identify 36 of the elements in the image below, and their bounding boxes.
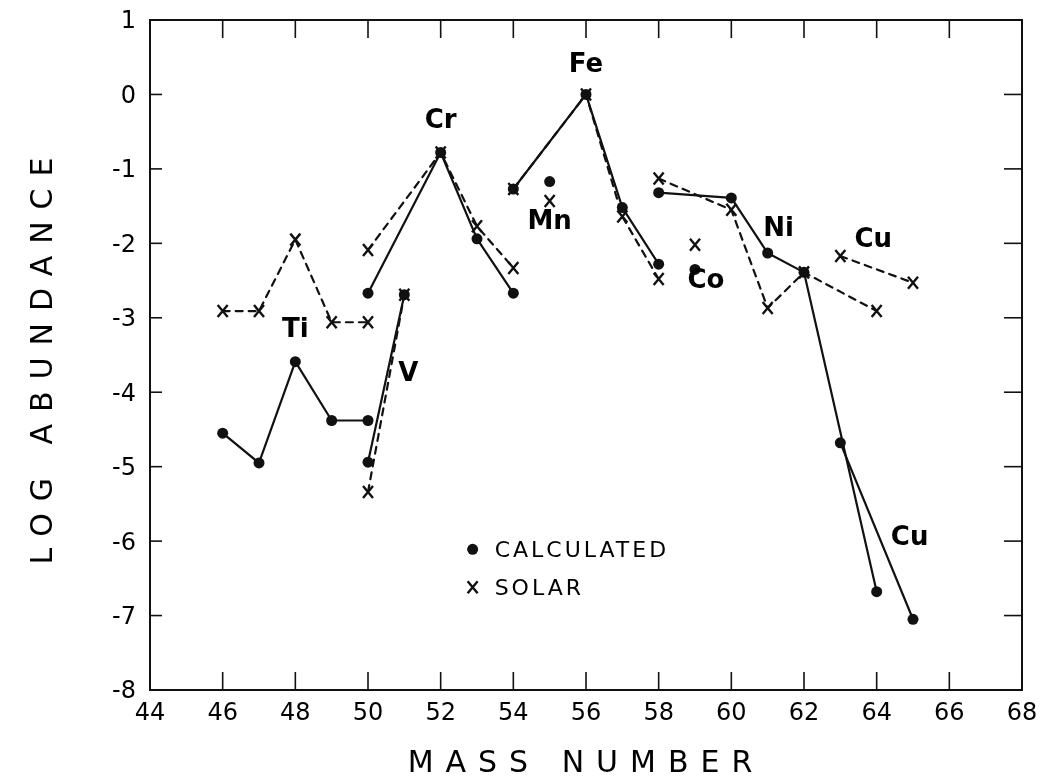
x-tick-label: 52 bbox=[425, 698, 456, 726]
annotation: Mn bbox=[527, 204, 572, 235]
x-tick-label: 44 bbox=[134, 698, 166, 726]
annotation: Fe bbox=[568, 48, 604, 79]
legend-label: CALCULATED bbox=[494, 537, 670, 562]
y-tick-label: -2 bbox=[112, 229, 136, 258]
x-tick-label: 68 bbox=[1006, 698, 1038, 726]
legend-label: SOLAR bbox=[494, 575, 585, 600]
annotation: Cu bbox=[854, 222, 893, 253]
x-tick-label: 66 bbox=[934, 698, 965, 726]
x-tick-label: 58 bbox=[643, 698, 674, 726]
annotation: Cu bbox=[890, 520, 929, 551]
annotation: Cr bbox=[424, 103, 457, 134]
annotation: V bbox=[398, 356, 419, 387]
x-tick-label: 60 bbox=[716, 698, 747, 726]
annotation: Ni bbox=[763, 212, 794, 243]
y-tick-label: -7 bbox=[112, 601, 136, 630]
annotation: Ti bbox=[282, 312, 309, 343]
x-tick-label: 46 bbox=[207, 698, 238, 726]
x-tick-label: 56 bbox=[570, 698, 602, 726]
y-tick-label: -3 bbox=[112, 304, 136, 333]
x-tick-label: 54 bbox=[498, 698, 529, 726]
x-tick-label: 64 bbox=[861, 698, 892, 726]
y-tick-label: 0 bbox=[120, 80, 136, 109]
x-axis-title: MASS NUMBER bbox=[407, 744, 765, 779]
y-tick-label: -1 bbox=[112, 155, 136, 184]
y-tick-label: -6 bbox=[112, 527, 136, 556]
y-tick-label: -8 bbox=[112, 676, 136, 705]
y-tick-label: 1 bbox=[120, 6, 136, 35]
y-axis-title: LOG ABUNDANCE bbox=[24, 145, 59, 565]
annotation: Co bbox=[687, 264, 725, 295]
y-tick-label: -5 bbox=[112, 453, 136, 482]
x-tick-label: 62 bbox=[788, 698, 820, 726]
y-tick-label: -4 bbox=[112, 378, 136, 407]
x-tick-label: 50 bbox=[352, 698, 384, 726]
x-tick-label: 48 bbox=[280, 698, 311, 726]
